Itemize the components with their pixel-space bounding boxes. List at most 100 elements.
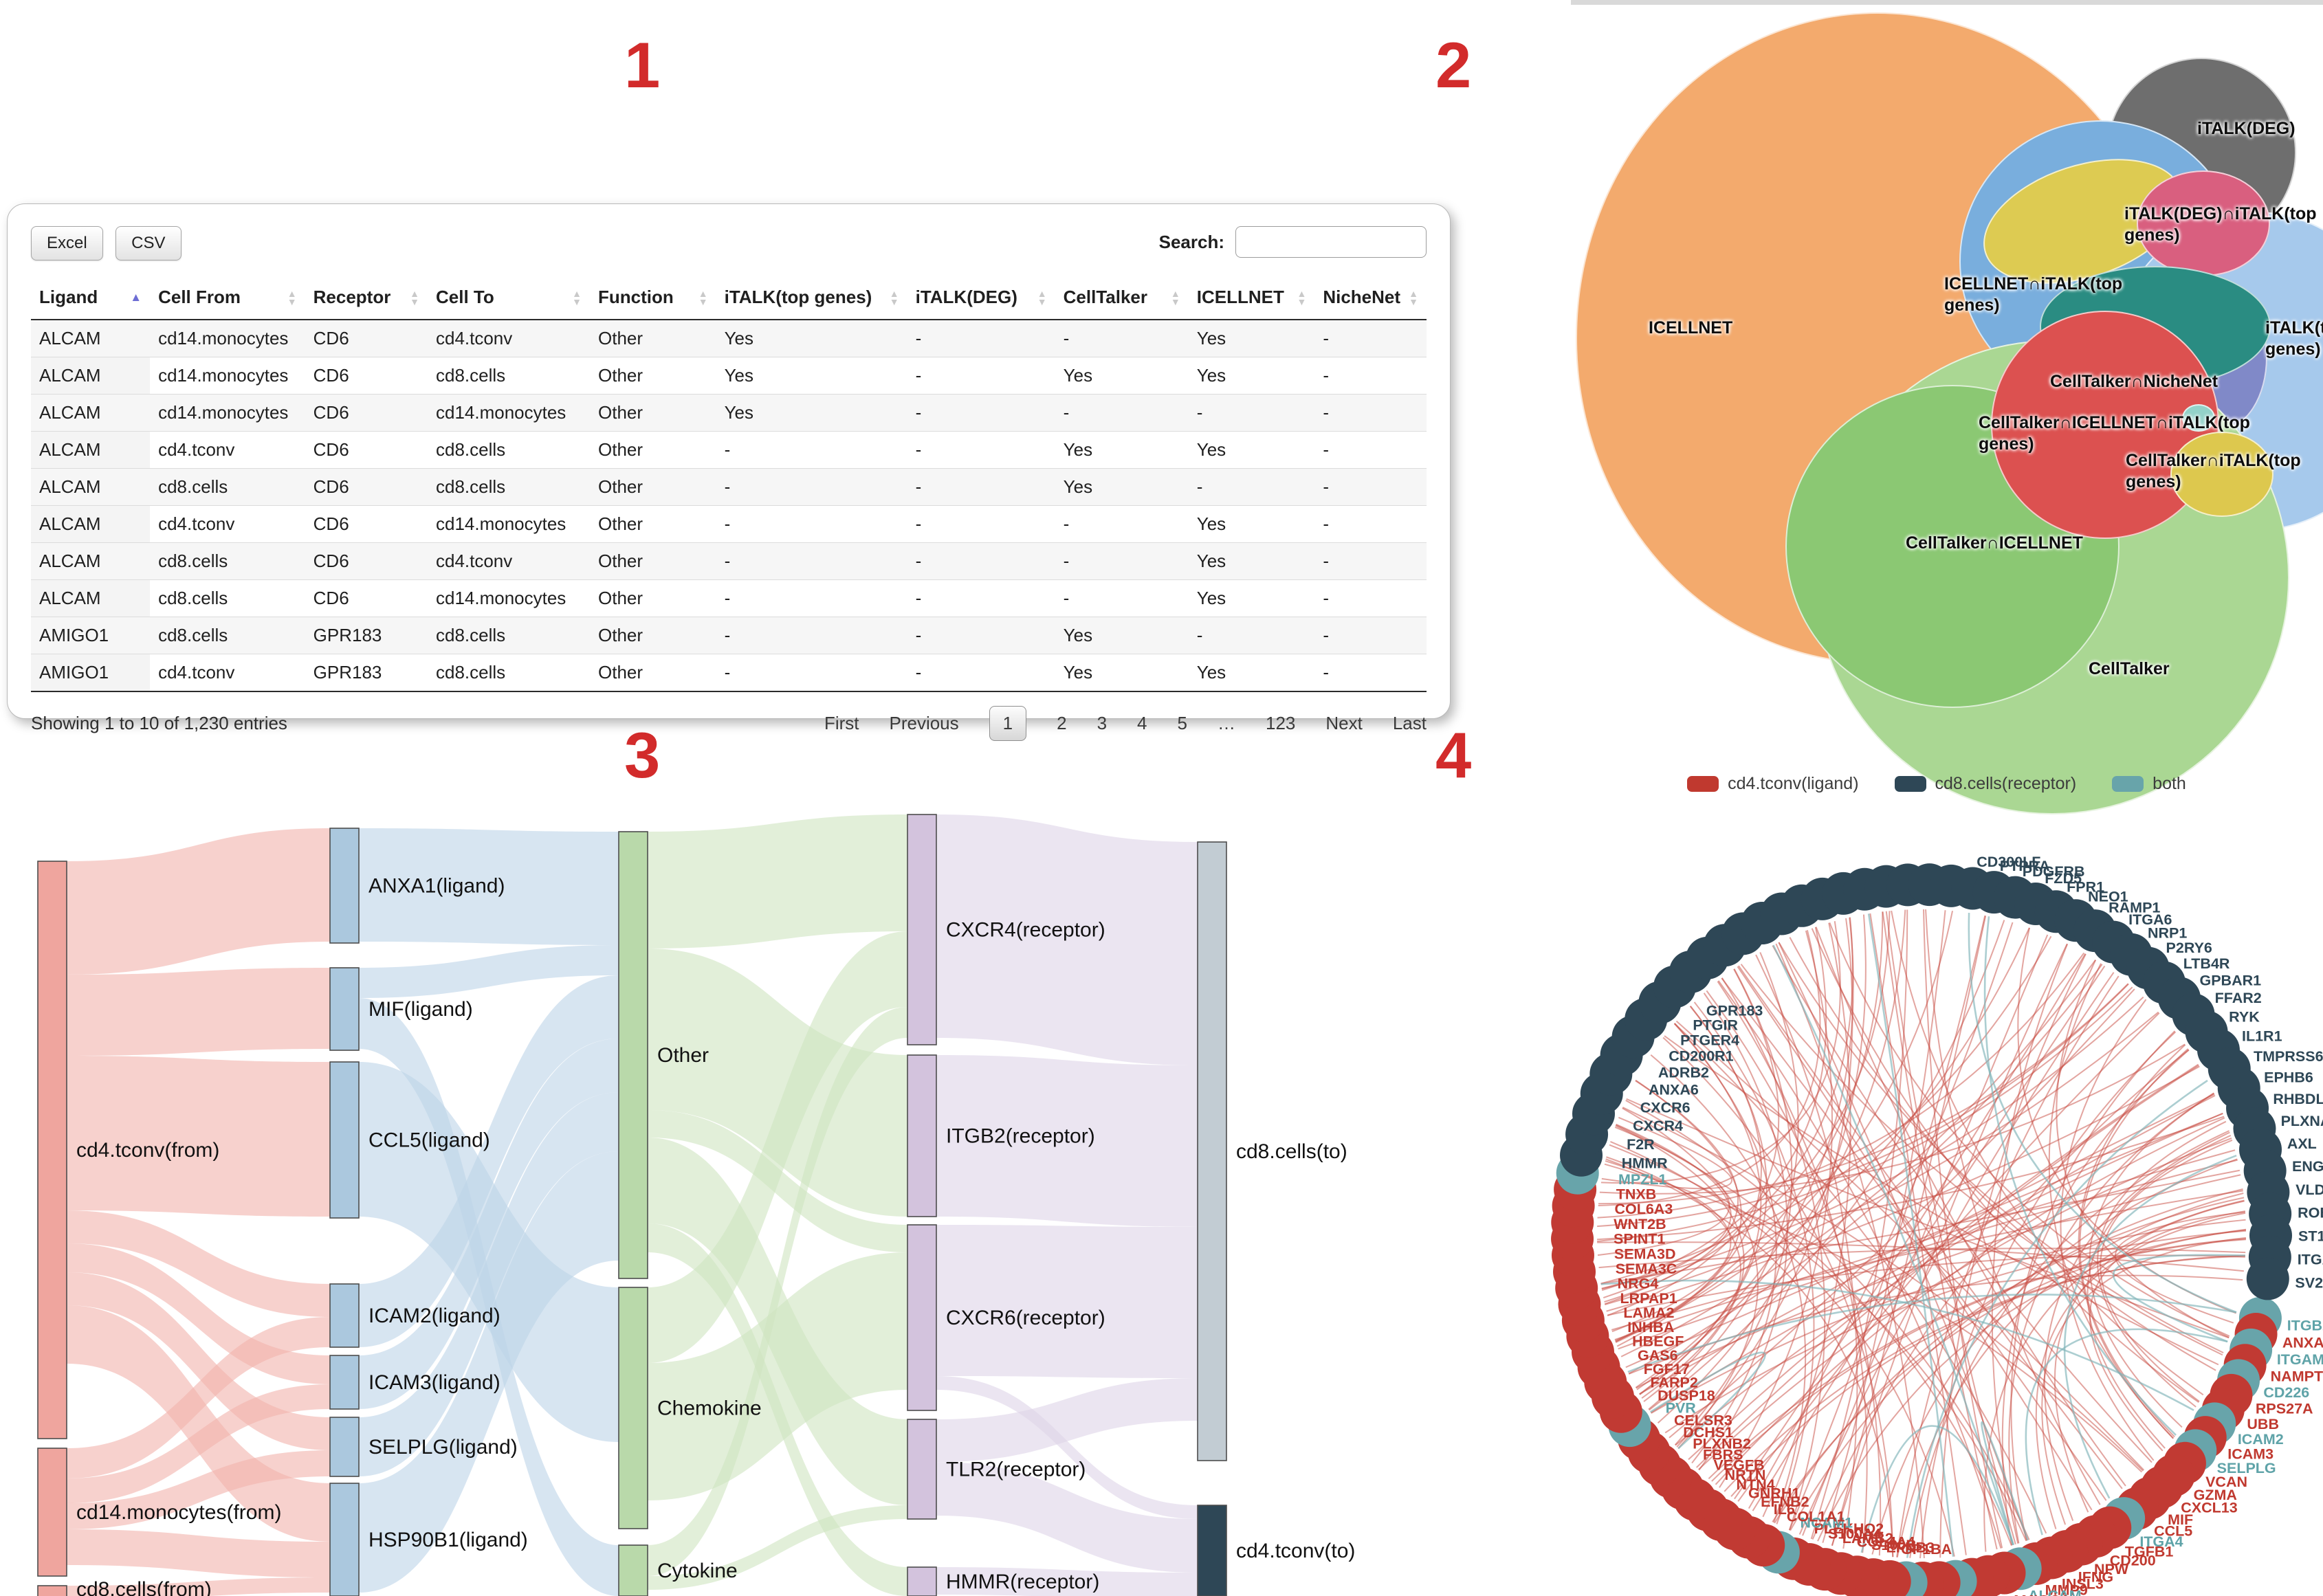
chord-node-DUSP18 xyxy=(1599,1390,1642,1433)
sankey-node-ICAM2(ligand)[interactable] xyxy=(329,1283,360,1348)
gene-label-HBEGF: HBEGF xyxy=(1632,1333,1684,1350)
column-header-nichenet[interactable]: NicheNet ▲ ▼ xyxy=(1314,277,1427,320)
sankey-node-cd14.monocytes(from)[interactable] xyxy=(37,1448,67,1577)
page-last[interactable]: Last xyxy=(1392,713,1427,733)
sankey-node-HSP90B1(ligand)[interactable] xyxy=(329,1483,360,1596)
chord-node-CXCR6 xyxy=(1580,1072,1623,1115)
table-cell: cd14.monocytes xyxy=(150,357,305,395)
sankey-node-TLR2(receptor)[interactable] xyxy=(907,1419,937,1520)
sankey-node-ICAM3(ligand)[interactable] xyxy=(329,1355,360,1410)
chord-node-IL1R1 xyxy=(2197,1028,2240,1072)
sankey-node-label: ICAM2(ligand) xyxy=(368,1305,500,1327)
column-header-cell-to[interactable]: Cell To ▲ ▼ xyxy=(427,277,591,320)
page-number-5[interactable]: 5 xyxy=(1177,713,1187,733)
chord-node-ITGAM xyxy=(2230,1328,2273,1371)
csv-export-button[interactable]: CSV xyxy=(115,226,181,261)
gene-label-INSL3: INSL3 xyxy=(2062,1576,2104,1593)
sankey-node-CXCR6(receptor)[interactable] xyxy=(907,1224,937,1411)
column-header-ligand[interactable]: Ligand ▲ xyxy=(31,277,151,320)
gene-label-ITGA2B: ITGA2B xyxy=(2298,1252,2323,1268)
sankey-link xyxy=(67,828,330,975)
table-row: AMIGO1 cd8.cells GPR183 cd8.cells Other - - Yes… xyxy=(31,617,1427,654)
table-cell: ALCAM xyxy=(31,357,151,395)
chord-node-LAMA2 xyxy=(1561,1299,1605,1342)
sankey-node-HMMR(receptor)[interactable] xyxy=(907,1566,937,1596)
chord-node-CCL5 xyxy=(2115,1487,2159,1530)
sankey-node-SELPLG(ligand)[interactable] xyxy=(329,1417,360,1477)
chord-node-ITGB2 xyxy=(2238,1296,2282,1340)
chord-node xyxy=(1760,892,1803,935)
chord-node-PVR xyxy=(1608,1404,1651,1448)
page-number-4[interactable]: 4 xyxy=(1137,713,1147,733)
gene-label-TMPRSS6: TMPRSS6 xyxy=(2254,1048,2323,1065)
chord-link xyxy=(1650,1112,2223,1414)
chord-node-S100B xyxy=(1836,1555,1879,1596)
table-cell: cd8.cells xyxy=(427,468,591,506)
chord-link xyxy=(2063,1154,2237,1499)
gene-label-FZD5: FZD5 xyxy=(2045,870,2082,887)
page-next[interactable]: Next xyxy=(1325,713,1363,733)
chord-link xyxy=(1831,916,1987,1547)
sankey-node-Other[interactable] xyxy=(618,831,648,1279)
page-first[interactable]: First xyxy=(824,713,859,733)
page-number-3[interactable]: 3 xyxy=(1097,713,1108,733)
table-cell: Yes xyxy=(1188,579,1315,617)
panel-label-2: 2 xyxy=(1435,29,1472,101)
sankey-node-cd8.cells(from)[interactable] xyxy=(37,1585,67,1596)
chord-link xyxy=(1752,965,2106,1511)
chord-node-GNRH1 xyxy=(1699,1498,1743,1542)
sankey-node-cd8.cells(to)[interactable] xyxy=(1197,841,1227,1461)
panel-1-table-card: Excel CSV Search: Ligand ▲ Cell From ▲ ▼ Rece… xyxy=(7,203,1451,741)
chord-node xyxy=(1908,863,1951,907)
chord-link xyxy=(1597,986,2133,1243)
gene-label-RYK: RYK xyxy=(2229,1008,2260,1025)
table-cell: cd4.tconv xyxy=(150,431,305,469)
column-header-italk-top-genes-[interactable]: iTALK(top genes) ▲ ▼ xyxy=(716,277,907,320)
table-cell: CD6 xyxy=(305,505,428,543)
column-header-italk-deg-[interactable]: iTALK(DEG) ▲ ▼ xyxy=(907,277,1055,320)
column-header-function[interactable]: Function ▲ ▼ xyxy=(590,277,716,320)
venn-region-label: CellTalker∩ICELLNET xyxy=(1906,533,2083,553)
page-number-1[interactable]: 1 xyxy=(989,706,1027,741)
sankey-node-CCL5(ligand)[interactable] xyxy=(329,1061,360,1219)
chord-node-TNXB xyxy=(1554,1168,1597,1211)
sankey-node-ANXA1(ligand)[interactable] xyxy=(329,828,360,944)
chord-link xyxy=(1622,1107,2144,1472)
chord-node-ALCAM xyxy=(1999,1547,2042,1591)
sankey-node-CXCR4(receptor)[interactable] xyxy=(907,814,937,1045)
page-number-2[interactable]: 2 xyxy=(1057,713,1067,733)
chord-node xyxy=(1843,867,1886,911)
page-[interactable]: … xyxy=(1217,713,1235,733)
chord-node-TGFB1 xyxy=(2089,1506,2132,1549)
column-header-icellnet[interactable]: ICELLNET ▲ ▼ xyxy=(1188,277,1315,320)
column-header-celltalker[interactable]: CellTalker ▲ ▼ xyxy=(1055,277,1189,320)
page-previous[interactable]: Previous xyxy=(889,713,959,733)
sankey-node-MIF(ligand)[interactable] xyxy=(329,967,360,1051)
gene-label-PVR: PVR xyxy=(1666,1400,1697,1417)
chord-node-IL6 xyxy=(1728,1516,1771,1559)
search-input[interactable] xyxy=(1235,226,1427,258)
chord-link xyxy=(1639,1094,2215,1395)
sankey-link xyxy=(648,1138,907,1505)
column-header-cell-from[interactable]: Cell From ▲ ▼ xyxy=(150,277,305,320)
table-cell: AMIGO1 xyxy=(31,617,151,654)
sankey-node-ITGB2(receptor)[interactable] xyxy=(907,1054,937,1217)
sankey-node-cd4.tconv(from)[interactable] xyxy=(37,861,67,1439)
sankey-node-cd4.tconv(to)[interactable] xyxy=(1197,1505,1227,1596)
chord-node-WNT2B xyxy=(1551,1201,1594,1244)
chord-node-PTPN6 xyxy=(1884,1561,1928,1596)
table-cell: Other xyxy=(590,579,716,617)
table-cell: Other xyxy=(590,357,716,395)
chord-node-CELSR3 xyxy=(1618,1417,1661,1461)
sankey-node-label: cd14.monocytes(from) xyxy=(76,1501,281,1524)
excel-export-button[interactable]: Excel xyxy=(31,226,103,261)
legend-item: both xyxy=(2112,774,2186,794)
page-number-123[interactable]: 123 xyxy=(1265,713,1296,733)
chord-link xyxy=(1616,1006,1762,1347)
chord-link xyxy=(1772,1229,2247,1522)
sankey-node-Cytokine[interactable] xyxy=(618,1544,648,1596)
table-cell: - xyxy=(907,579,1055,617)
table-cell: cd8.cells xyxy=(427,357,591,395)
column-header-receptor[interactable]: Receptor ▲ ▼ xyxy=(305,277,428,320)
sankey-node-Chemokine[interactable] xyxy=(618,1287,648,1529)
